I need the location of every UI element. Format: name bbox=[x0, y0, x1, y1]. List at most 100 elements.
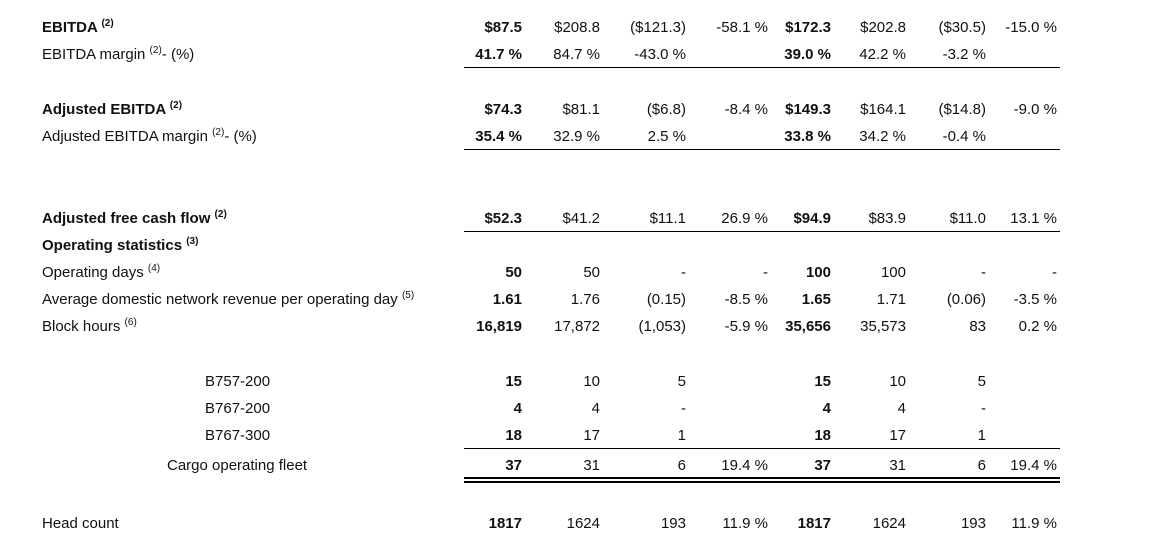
row-label: Operating days (4) bbox=[42, 263, 161, 282]
cell-col-8: -15.0 % bbox=[1005, 19, 1057, 36]
footnote-ref: (6) bbox=[124, 317, 137, 328]
cell-col-1: 4 bbox=[513, 400, 522, 417]
cell-col-8: -9.0 % bbox=[1013, 101, 1057, 118]
cell-col-6: $83.9 bbox=[868, 210, 906, 227]
row-label: Cargo operating fleet bbox=[167, 457, 307, 474]
cell-col-4: -8.4 % bbox=[724, 101, 768, 118]
table-row-b757-200: B757-200 15 10 5 15 10 5 bbox=[0, 373, 1149, 393]
cell-col-7: - bbox=[981, 264, 986, 281]
cell-col-5: 4 bbox=[822, 400, 831, 417]
footnote-ref: (3) bbox=[186, 236, 199, 247]
row-label-text: EBITDA bbox=[42, 19, 98, 36]
cell-col-6: 17 bbox=[889, 427, 906, 444]
table-row-adjusted-ebitda-margin: Adjusted EBITDA margin (2)- (%) 35.4 % 32.… bbox=[0, 128, 1149, 148]
row-label: B767-200 bbox=[205, 400, 270, 417]
cell-col-7: $11.0 bbox=[949, 210, 986, 227]
cell-col-3: - bbox=[681, 264, 686, 281]
cell-col-2: 17,872 bbox=[554, 318, 600, 335]
cell-col-3: 6 bbox=[677, 457, 686, 474]
cell-col-2: 4 bbox=[591, 400, 600, 417]
cell-col-8: - bbox=[1052, 264, 1057, 281]
cell-col-4: -5.9 % bbox=[724, 318, 768, 335]
label-suffix: - (%) bbox=[224, 128, 257, 145]
cell-col-1: $52.3 bbox=[484, 210, 522, 227]
table-row-block-hours: Block hours (6) 16,819 17,872 (1,053) -5.9 %… bbox=[0, 318, 1149, 338]
cell-col-5: $172.3 bbox=[785, 19, 831, 36]
cell-col-7: - bbox=[981, 400, 986, 417]
cell-col-4: 19.4 % bbox=[721, 457, 768, 474]
cell-col-7: 1 bbox=[977, 427, 986, 444]
row-label: B757-200 bbox=[205, 373, 270, 390]
table-rule bbox=[464, 67, 1060, 68]
row-label-text: Operating days bbox=[42, 264, 148, 281]
cell-col-5: $94.9 bbox=[793, 210, 831, 227]
cell-col-2: 31 bbox=[583, 457, 600, 474]
row-label-text: Adjusted EBITDA bbox=[42, 101, 166, 118]
cell-col-4: 11.9 % bbox=[722, 515, 768, 532]
cell-col-6: $164.1 bbox=[860, 101, 906, 118]
cell-col-1: 18 bbox=[505, 427, 522, 444]
table-row-operating-days: Operating days (4) 50 50 - - 100 100 - - bbox=[0, 264, 1149, 284]
cell-col-1: 1817 bbox=[488, 515, 522, 532]
footnote-ref: (4) bbox=[147, 263, 161, 274]
row-label: Adjusted EBITDA (2) bbox=[42, 101, 182, 119]
table-rule bbox=[464, 231, 1060, 232]
cell-col-6: 100 bbox=[880, 264, 906, 281]
cell-col-3: 5 bbox=[677, 373, 686, 390]
row-label-text: B767-300 bbox=[205, 427, 271, 444]
cell-col-7: (0.06) bbox=[946, 291, 986, 308]
cell-col-3: ($121.3) bbox=[630, 19, 686, 36]
row-label-text: Block hours bbox=[42, 318, 125, 335]
cell-col-7: 193 bbox=[960, 515, 986, 532]
cell-col-6: 1624 bbox=[872, 515, 906, 532]
cell-col-5: 37 bbox=[814, 457, 831, 474]
cell-col-3: $11.1 bbox=[649, 210, 686, 227]
cell-col-1: 41.7 % bbox=[475, 46, 522, 63]
cell-col-8: 11.9 % bbox=[1011, 515, 1057, 532]
cell-col-2: 50 bbox=[583, 264, 600, 281]
table-row-operating-statistics: Operating statistics (3) bbox=[0, 237, 1149, 257]
cell-col-7: ($14.8) bbox=[938, 101, 986, 118]
row-label-text: EBITDA margin bbox=[42, 46, 150, 63]
table-rule bbox=[464, 477, 1060, 479]
table-rule bbox=[464, 149, 1060, 150]
table-row-cargo-operating-fleet: Cargo operating fleet 37 31 6 19.4 % 37 31 6 19.… bbox=[0, 457, 1149, 477]
cell-col-1: 15 bbox=[505, 373, 522, 390]
cell-col-6: 10 bbox=[889, 373, 906, 390]
cell-col-1: 50 bbox=[505, 264, 522, 281]
cell-col-6: 34.2 % bbox=[859, 128, 906, 145]
cell-col-8: -3.5 % bbox=[1013, 291, 1057, 308]
cell-col-2: 32.9 % bbox=[553, 128, 600, 145]
cell-col-5: 35,656 bbox=[785, 318, 831, 335]
cell-col-3: (0.15) bbox=[646, 291, 686, 308]
cell-col-7: 5 bbox=[977, 373, 986, 390]
cell-col-5: 1817 bbox=[797, 515, 831, 532]
cell-col-3: (1,053) bbox=[638, 318, 686, 335]
table-row-head-count: Head count 1817 1624 193 11.9 % 1817 1624 193 11… bbox=[0, 515, 1149, 535]
cell-col-8: 13.1 % bbox=[1010, 210, 1057, 227]
cell-col-2: 10 bbox=[583, 373, 600, 390]
row-label-text: Head count bbox=[42, 515, 119, 532]
row-label: Operating statistics (3) bbox=[42, 236, 199, 255]
cell-col-4: - bbox=[763, 264, 768, 281]
row-label-text: B757-200 bbox=[205, 373, 271, 390]
row-label-text: Adjusted EBITDA margin bbox=[42, 128, 213, 145]
cell-col-7: -3.2 % bbox=[942, 46, 986, 63]
row-label: Head count bbox=[42, 515, 119, 532]
cell-col-7: 83 bbox=[969, 318, 986, 335]
cell-col-6: 35,573 bbox=[860, 318, 906, 335]
table-row-ebitda-margin: EBITDA margin (2)- (%) 41.7 % 84.7 % -43.0 … bbox=[0, 46, 1149, 66]
table-row-ebitda: EBITDA (2) $87.5 $208.8 ($121.3) -58.1 % $172… bbox=[0, 19, 1149, 39]
row-label: Adjusted EBITDA margin (2)- (%) bbox=[42, 128, 257, 146]
cell-col-7: 6 bbox=[977, 457, 986, 474]
cell-col-4: -8.5 % bbox=[724, 291, 768, 308]
row-label-text: Cargo operating fleet bbox=[167, 457, 308, 474]
cell-col-2: $208.8 bbox=[554, 19, 600, 36]
table-rule bbox=[464, 448, 1060, 449]
cell-col-5: 1.65 bbox=[801, 291, 831, 308]
cell-col-7: ($30.5) bbox=[938, 19, 986, 36]
table-row-b767-200: B767-200 4 4 - 4 4 - bbox=[0, 400, 1149, 420]
cell-col-1: 35.4 % bbox=[475, 128, 522, 145]
row-label: Average domestic network revenue per ope… bbox=[42, 291, 414, 309]
footnote-ref: (2) bbox=[149, 45, 162, 56]
